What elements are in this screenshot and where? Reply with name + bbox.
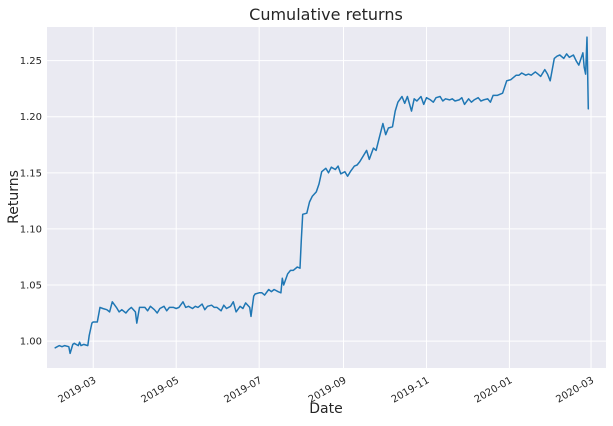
x-tick-label: 2019-07 [222, 375, 264, 405]
y-tick-label: 1.20 [20, 112, 42, 123]
x-tick-label: 2019-05 [140, 375, 182, 405]
y-axis-ticks: 1.00 1.05 1.10 1.15 1.20 1.25 [20, 56, 42, 347]
x-tick-label: 2020-03 [554, 375, 596, 405]
series-line [54, 36, 590, 355]
y-tick-label: 1.15 [20, 168, 42, 179]
x-tick-label: 2020-01 [473, 375, 515, 405]
y-tick-label: 1.00 [20, 337, 42, 348]
x-axis-title: Date [309, 401, 342, 417]
grid-lines [47, 27, 606, 368]
plot-background [47, 27, 606, 368]
y-tick-label: 1.10 [20, 224, 42, 235]
chart-title: Cumulative returns [249, 5, 403, 24]
y-axis-title: Returns [6, 170, 22, 224]
y-tick-label: 1.25 [20, 56, 42, 67]
x-tick-label: 2019-11 [390, 375, 432, 405]
x-tick-label: 2019-03 [57, 375, 99, 405]
y-tick-label: 1.05 [20, 280, 42, 291]
